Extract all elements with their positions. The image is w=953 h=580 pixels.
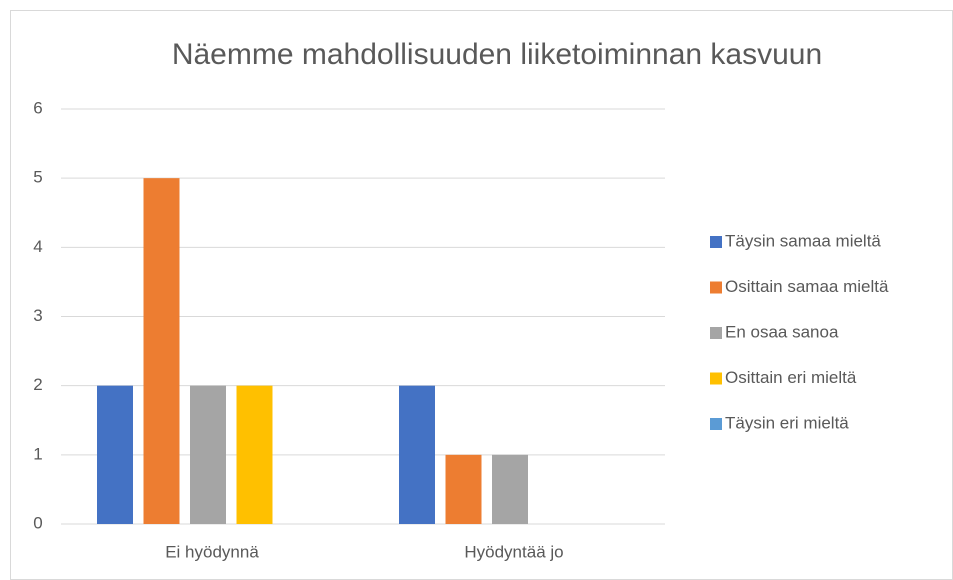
- y-tick-label: 6: [33, 98, 42, 117]
- x-tick-label: Ei hyödynnä: [165, 542, 259, 561]
- bar: [143, 178, 180, 524]
- y-tick-label: 4: [33, 237, 42, 256]
- y-tick-label: 2: [33, 375, 42, 394]
- y-tick-label: 3: [33, 306, 42, 325]
- legend-swatch: [710, 281, 722, 294]
- x-tick-label: Hyödyntää jo: [464, 542, 563, 561]
- bar: [492, 454, 528, 524]
- bar: [399, 385, 435, 524]
- legend-label: Täysin samaa mieltä: [725, 231, 881, 250]
- bar: [236, 385, 273, 524]
- bar: [445, 454, 482, 524]
- legend-label: Osittain eri mieltä: [725, 368, 857, 387]
- bar: [97, 385, 133, 524]
- legend-label: Osittain samaa mieltä: [725, 277, 889, 296]
- y-tick-label: 1: [33, 444, 42, 463]
- legend-swatch: [710, 236, 722, 248]
- bar: [190, 385, 226, 524]
- legend-swatch: [710, 418, 722, 430]
- y-tick-label: 0: [33, 513, 42, 532]
- chart-title: Näemme mahdollisuuden liiketoiminnan kas…: [172, 38, 822, 71]
- legend-swatch: [710, 327, 722, 339]
- legend-swatch: [710, 372, 722, 385]
- y-tick-label: 5: [33, 168, 42, 187]
- legend-label: Täysin eri mieltä: [725, 413, 849, 432]
- legend-label: En osaa sanoa: [725, 322, 839, 341]
